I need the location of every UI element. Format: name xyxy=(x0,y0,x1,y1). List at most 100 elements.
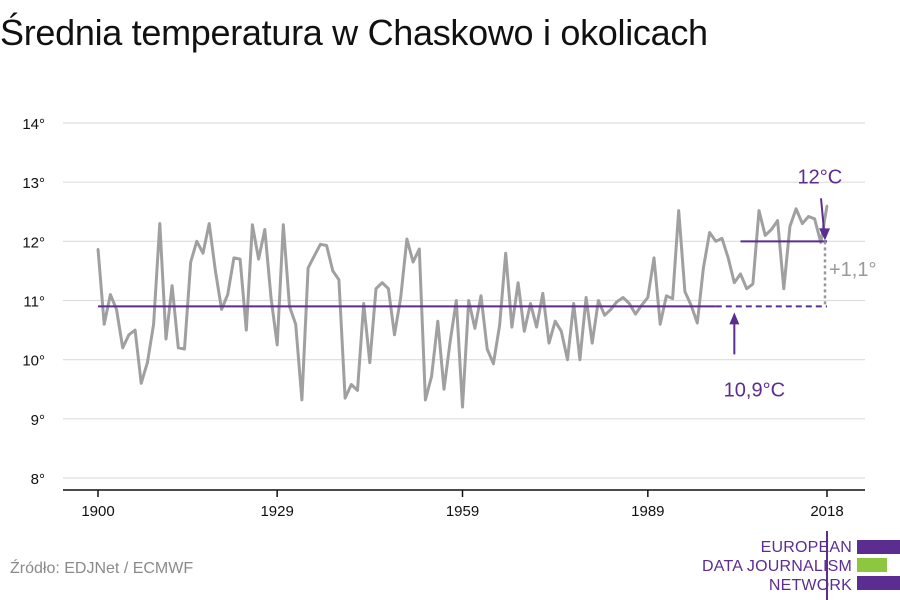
recent-arrow-head xyxy=(819,228,830,241)
data-point xyxy=(201,251,205,255)
data-point xyxy=(189,260,192,264)
data-point xyxy=(424,398,427,402)
data-point xyxy=(127,333,131,337)
data-point xyxy=(319,243,322,246)
data-point xyxy=(825,204,829,208)
data-point xyxy=(788,225,792,228)
logo-bar-middle xyxy=(857,558,887,572)
data-point xyxy=(646,296,650,299)
data-point xyxy=(368,361,372,364)
data-point xyxy=(387,287,390,290)
data-point xyxy=(572,302,575,305)
data-point xyxy=(208,222,211,225)
data-point xyxy=(158,222,161,225)
data-point xyxy=(356,389,359,392)
data-point xyxy=(535,325,538,329)
data-point xyxy=(726,256,730,260)
data-point xyxy=(214,269,217,273)
logo-bar-top xyxy=(857,540,900,554)
baseline-arrow-head xyxy=(729,312,740,325)
data-point xyxy=(177,346,180,350)
data-point xyxy=(523,330,526,333)
data-point xyxy=(164,337,168,341)
data-point xyxy=(652,256,656,260)
data-points xyxy=(96,204,829,409)
data-point xyxy=(794,207,798,210)
data-point xyxy=(238,257,242,261)
logo-divider xyxy=(826,531,828,600)
data-point xyxy=(492,362,495,366)
data-point xyxy=(399,296,402,299)
data-point xyxy=(467,299,470,302)
x-tick-label: 1989 xyxy=(631,503,664,520)
data-point xyxy=(418,247,421,251)
data-point xyxy=(560,330,563,333)
data-point xyxy=(764,234,767,237)
data-point xyxy=(455,299,458,302)
data-point xyxy=(782,287,785,290)
data-point xyxy=(121,346,124,350)
logo-line-network: NETWORK xyxy=(768,577,852,594)
x-tick-label: 1900 xyxy=(81,503,114,520)
data-point xyxy=(584,296,588,299)
data-point xyxy=(609,308,612,311)
data-point xyxy=(275,343,279,347)
data-point xyxy=(696,321,699,325)
data-point xyxy=(220,308,223,311)
data-point xyxy=(615,300,619,303)
data-point xyxy=(566,358,569,361)
data-point xyxy=(232,256,236,260)
data-point xyxy=(714,240,717,243)
data-point xyxy=(770,228,773,231)
y-tick-label: 8° xyxy=(31,471,45,488)
data-point xyxy=(591,341,594,345)
data-point xyxy=(479,294,483,297)
y-tick-labels: 8° 9° 10° 11° 12° 13° 14° xyxy=(22,116,45,488)
data-point xyxy=(152,322,155,326)
data-point xyxy=(813,217,816,221)
chart-title: Średnia temperatura w Chaskowo i okolica… xyxy=(0,12,708,53)
y-tick-label: 14° xyxy=(22,116,45,133)
x-ticks xyxy=(97,490,828,497)
data-point xyxy=(115,308,118,311)
data-point xyxy=(634,312,637,316)
data-point xyxy=(362,302,365,305)
data-point xyxy=(442,388,446,391)
data-point xyxy=(337,278,341,281)
data-point xyxy=(461,405,464,409)
logo-line-data-journalism: DATA JOURNALISM xyxy=(702,558,852,575)
data-point xyxy=(183,347,186,351)
x-tick-label: 2018 xyxy=(810,503,843,520)
data-point xyxy=(251,223,254,226)
data-point xyxy=(96,247,100,251)
data-point xyxy=(665,294,668,297)
source-note: Źródło: EDJNet / ECMWF xyxy=(10,560,194,577)
data-point xyxy=(133,328,137,332)
data-point xyxy=(621,296,625,299)
data-point xyxy=(300,398,304,402)
x-tick-labels: 1900 1929 1959 1989 2018 xyxy=(81,503,843,520)
data-point xyxy=(263,228,267,231)
data-point xyxy=(498,324,501,327)
difference-label: +1,1° xyxy=(829,259,876,281)
data-point xyxy=(436,320,439,323)
baseline-label: 10,9°C xyxy=(724,379,785,401)
data-point xyxy=(751,282,755,286)
data-point xyxy=(745,287,748,290)
data-point xyxy=(411,260,415,264)
data-point xyxy=(473,327,477,330)
data-point xyxy=(170,284,174,287)
data-point xyxy=(708,231,711,234)
data-point xyxy=(702,266,705,270)
data-point xyxy=(350,383,353,386)
recent-arrow-shaft xyxy=(820,198,825,231)
logo-bar-bottom xyxy=(857,576,900,590)
data-point xyxy=(269,296,273,299)
logo-line-european: EUROPEAN xyxy=(760,539,852,556)
data-point xyxy=(313,254,316,258)
data-point xyxy=(628,302,631,305)
y-tick-label: 13° xyxy=(22,175,45,192)
data-point xyxy=(331,269,334,273)
data-point xyxy=(374,287,378,290)
data-point xyxy=(257,257,260,261)
